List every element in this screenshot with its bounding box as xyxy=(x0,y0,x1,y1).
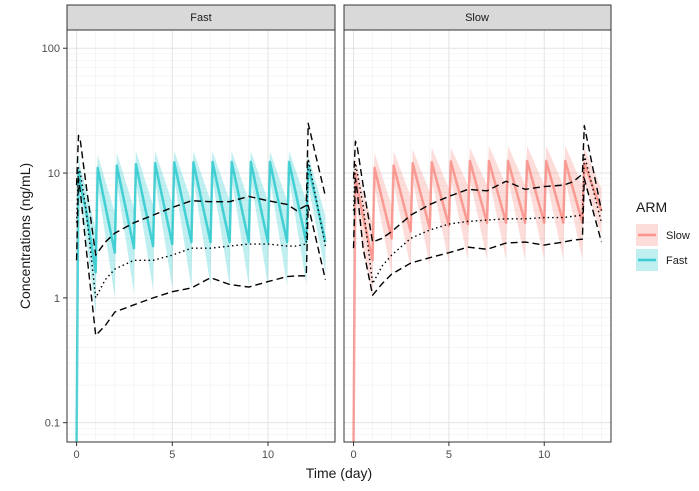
strip-fast xyxy=(66,4,336,31)
panel-fast-grid xyxy=(67,30,335,442)
y-tick-label: 100 xyxy=(42,43,60,55)
legend-label-slow: Slow xyxy=(666,230,690,242)
lower-percentile-line xyxy=(75,178,327,337)
legend: ARM Slow Fast xyxy=(636,199,690,271)
upper-percentile-line xyxy=(75,122,327,256)
y-tick-label: 0.1 xyxy=(45,418,60,430)
panel-fast-border xyxy=(66,29,336,443)
x-axis-label: Time (day) xyxy=(306,465,372,481)
panel-slow-border xyxy=(343,29,612,443)
legend-entries: Slow Fast xyxy=(636,224,690,271)
x-tick-label: 10 xyxy=(538,449,550,461)
panel-slow-band xyxy=(353,145,602,442)
strip-label-slow: Slow xyxy=(465,12,489,24)
y-tick-label: 10 xyxy=(48,168,60,180)
strip-slow xyxy=(343,4,612,31)
x-tick-label: 0 xyxy=(74,449,80,461)
x-tick-label: 10 xyxy=(262,449,274,461)
median-observed-line xyxy=(352,154,603,285)
panel-slow-grid xyxy=(344,30,611,442)
x-tick-label: 5 xyxy=(446,449,452,461)
y-axis-label: Concentrations (ng/mL) xyxy=(17,163,33,309)
panel-fast: Fast xyxy=(66,4,336,443)
strip-label-fast: Fast xyxy=(190,12,211,24)
panel-slow: Slow xyxy=(343,4,612,443)
x-axis: 0 5 10 0 5 10 xyxy=(74,442,550,461)
panel-slow-lines xyxy=(352,124,603,443)
median-line xyxy=(75,160,327,443)
median-observed-line xyxy=(75,158,327,299)
prediction-band xyxy=(353,145,602,442)
upper-percentile-line xyxy=(352,124,603,243)
y-axis: 0.1 1 10 100 xyxy=(42,43,67,430)
panel-fast-lines xyxy=(75,122,327,443)
x-tick-label: 0 xyxy=(350,449,356,461)
lower-percentile-line xyxy=(352,178,603,296)
y-tick-label: 1 xyxy=(54,293,60,305)
median-line xyxy=(352,159,603,443)
legend-title: ARM xyxy=(636,199,667,215)
x-tick-label: 5 xyxy=(169,449,175,461)
legend-label-fast: Fast xyxy=(666,255,687,267)
